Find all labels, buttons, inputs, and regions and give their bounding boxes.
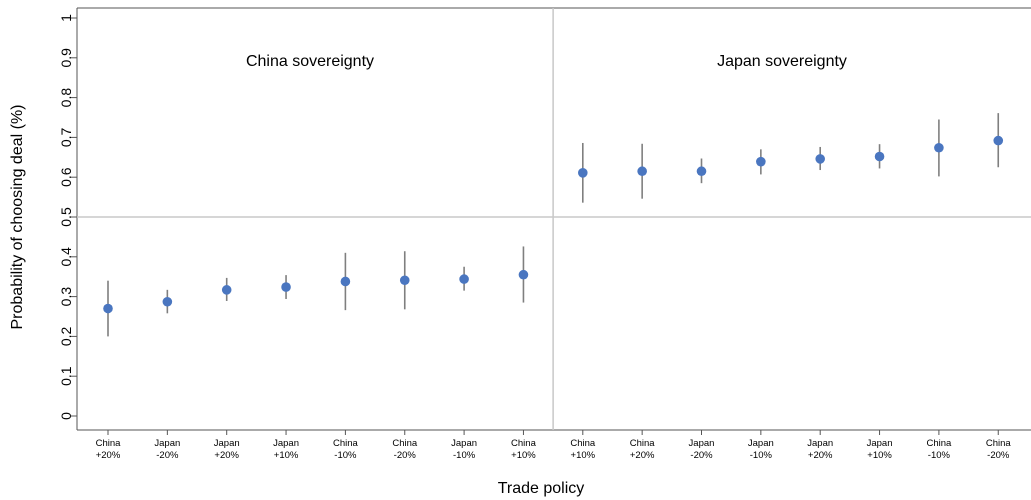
x-tick-label: China [511,438,537,449]
data-point [399,275,410,286]
data-point [815,154,825,164]
x-tick-label: +20% [630,450,655,461]
data-point [756,156,766,167]
x-tick-label: China [986,438,1012,449]
y-tick-label: 0.4 [58,247,74,267]
data-point [340,276,351,287]
x-tick-label: +10% [511,450,536,461]
data-point [162,296,173,307]
x-tick-label: Japan [867,438,893,449]
x-tick-label: China [333,438,359,449]
data-point [696,166,707,177]
panel-dividers [77,8,1031,430]
x-tick-label: -10% [453,450,476,461]
x-tick-label: +10% [867,450,892,461]
data-point [637,166,647,177]
data-point [874,151,885,162]
y-tick-label: 0.7 [58,127,74,147]
panel-title-japan: Japan sovereignty [717,53,847,70]
x-tick-label: Japan [748,438,774,449]
x-tick-label: +20% [96,450,121,461]
y-axis: 0 0.1 0.2 0.3 0.4 0.5 0.6 0.7 0.8 0.9 1 [58,14,77,420]
x-tick-label: +10% [571,450,596,461]
x-tick-label: Japan [451,438,477,449]
data-point [934,142,944,153]
x-tick-label: Japan [689,438,715,449]
panel-title-china: China sovereignty [246,53,374,70]
series [103,113,1004,337]
y-tick-label: 0.2 [58,326,74,346]
x-axis: China+20%Japan-20%Japan+20%Japan+10%Chin… [96,430,1012,461]
x-tick-label: Japan [214,438,240,449]
y-tick-label: 0 [58,412,74,420]
x-tick-label: Japan [807,438,833,449]
x-tick-label: Japan [154,438,180,449]
data-point [993,135,1004,146]
x-tick-label: China [570,438,596,449]
data-point [103,303,113,314]
x-tick-label: China [926,438,952,449]
x-tick-label: Japan [273,438,299,449]
y-tick-label: 0.6 [58,167,74,187]
y-tick-label: 0.8 [58,88,74,108]
x-axis-title: Trade policy [498,480,585,497]
x-tick-label: -10% [750,450,773,461]
x-tick-label: -20% [987,450,1010,461]
x-tick-label: China [96,438,122,449]
x-tick-label: +10% [274,450,299,461]
x-tick-label: -10% [334,450,357,461]
x-tick-label: +20% [214,450,239,461]
y-tick-label: 1 [58,14,74,22]
y-axis-title: Probability of choosing deal (%) [9,104,26,329]
y-tick-label: 0.9 [58,48,74,68]
data-point [281,282,291,292]
plot-frame [76,7,1031,431]
x-tick-label: -20% [394,450,417,461]
x-tick-label: -10% [928,450,951,461]
x-tick-label: +20% [808,450,833,461]
data-point [518,269,529,280]
data-point [221,285,232,295]
data-point [578,168,588,178]
x-tick-label: China [392,438,418,449]
y-tick-label: 0.3 [58,287,74,307]
x-tick-label: -20% [690,450,713,461]
x-tick-label: -20% [156,450,179,461]
data-point [459,274,469,284]
y-tick-label: 0.1 [58,366,74,386]
y-tick-label: 0.5 [58,207,74,227]
x-tick-label: China [630,438,656,449]
